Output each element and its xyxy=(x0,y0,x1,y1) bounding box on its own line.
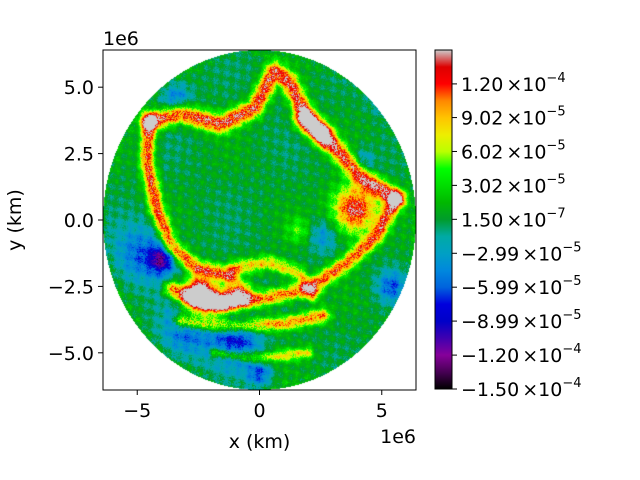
colorbar-tick-label: −2.99 ×10−5 xyxy=(461,240,582,265)
colorbar-times-symbol: × xyxy=(506,209,522,231)
colorbar-base: 10 xyxy=(538,311,562,333)
colorbar-tick-mantissa: 9.02 xyxy=(461,108,503,130)
colorbar-times-symbol: × xyxy=(522,277,538,299)
colorbar xyxy=(434,49,453,390)
colorbar-tick-label: −5.99 ×10−5 xyxy=(461,274,582,299)
colorbar-times-symbol: × xyxy=(506,175,522,197)
colorbar-tick-mantissa: −5.99 xyxy=(461,277,519,299)
colorbar-times-symbol: × xyxy=(522,345,538,367)
colorbar-tick-mantissa: 6.02 xyxy=(461,141,503,163)
colorbar-tick-label: 9.02 ×10−5 xyxy=(461,105,566,130)
colorbar-times-symbol: × xyxy=(522,243,538,265)
colorbar-tick-mantissa: −2.99 xyxy=(461,243,519,265)
y-tick-label: −2.5 xyxy=(48,276,94,298)
colorbar-tick-label: 3.02 ×10−5 xyxy=(461,172,566,197)
colorbar-tick-label: 1.50 ×10−7 xyxy=(461,206,566,231)
colorbar-exponent: −5 xyxy=(562,274,581,289)
x-axis-label: x (km) xyxy=(229,431,291,453)
colorbar-tick-mantissa: −1.20 xyxy=(461,345,519,367)
colorbar-exponent: −4 xyxy=(562,376,581,391)
colorbar-exponent: −5 xyxy=(546,138,565,153)
colorbar-tick-label: 6.02 ×10−5 xyxy=(461,138,566,163)
x-tick-label: −5 xyxy=(123,400,151,422)
colorbar-tick-mantissa: −8.99 xyxy=(461,311,519,333)
heatmap-image xyxy=(103,50,416,390)
colorbar-ticks: 1.20 ×10−49.02 ×10−56.02 ×10−53.02 ×10−51.50… xyxy=(452,71,582,401)
colorbar-exponent: −7 xyxy=(546,206,565,221)
colorbar-exponent: −4 xyxy=(546,71,565,86)
colorbar-exponent: −4 xyxy=(562,342,581,357)
colorbar-exponent: −5 xyxy=(546,172,565,187)
colorbar-times-symbol: × xyxy=(506,74,522,96)
colorbar-exponent: −5 xyxy=(546,105,565,120)
colorbar-tick-mantissa: 1.20 xyxy=(461,74,503,96)
colorbar-base: 10 xyxy=(538,345,562,367)
colorbar-tick-mantissa: 3.02 xyxy=(461,175,503,197)
x-tick-label: 5 xyxy=(376,400,388,422)
y-offset-text: 1e6 xyxy=(103,28,139,50)
y-tick-label: −5.0 xyxy=(48,343,94,365)
colorbar-base: 10 xyxy=(538,243,562,265)
colorbar-base: 10 xyxy=(522,74,546,96)
y-tick-label: 5.0 xyxy=(64,77,94,99)
colorbar-tick-label: −1.20 ×10−4 xyxy=(461,342,582,367)
colorbar-base: 10 xyxy=(522,175,546,197)
colorbar-exponent: −5 xyxy=(562,308,581,323)
y-axis-label: y (km) xyxy=(4,189,26,251)
y-tick-label: 2.5 xyxy=(64,144,94,166)
colorbar-tick-label: 1.20 ×10−4 xyxy=(461,71,566,96)
colorbar-times-symbol: × xyxy=(506,108,522,130)
colorbar-times-symbol: × xyxy=(506,141,522,163)
x-tick-label: 0 xyxy=(253,400,265,422)
colorbar-exponent: −5 xyxy=(562,240,581,255)
x-axis-ticks: −5 0 5 xyxy=(123,390,388,422)
colorbar-base: 10 xyxy=(522,141,546,163)
colorbar-times-symbol: × xyxy=(522,379,538,401)
x-offset-text: 1e6 xyxy=(380,426,416,448)
y-axis-ticks: 5.0 2.5 0.0 −2.5 −5.0 xyxy=(48,77,103,365)
colorbar-tick-mantissa: 1.50 xyxy=(461,209,503,231)
y-tick-label: 0.0 xyxy=(64,210,94,232)
colorbar-base: 10 xyxy=(522,108,546,130)
colorbar-tick-label: −8.99 ×10−5 xyxy=(461,308,582,333)
colorbar-tick-mantissa: −1.50 xyxy=(461,379,519,401)
colorbar-base: 10 xyxy=(522,209,546,231)
colorbar-tick-label: −1.50 ×10−4 xyxy=(461,376,582,401)
colorbar-base: 10 xyxy=(538,277,562,299)
colorbar-times-symbol: × xyxy=(522,311,538,333)
colorbar-base: 10 xyxy=(538,379,562,401)
